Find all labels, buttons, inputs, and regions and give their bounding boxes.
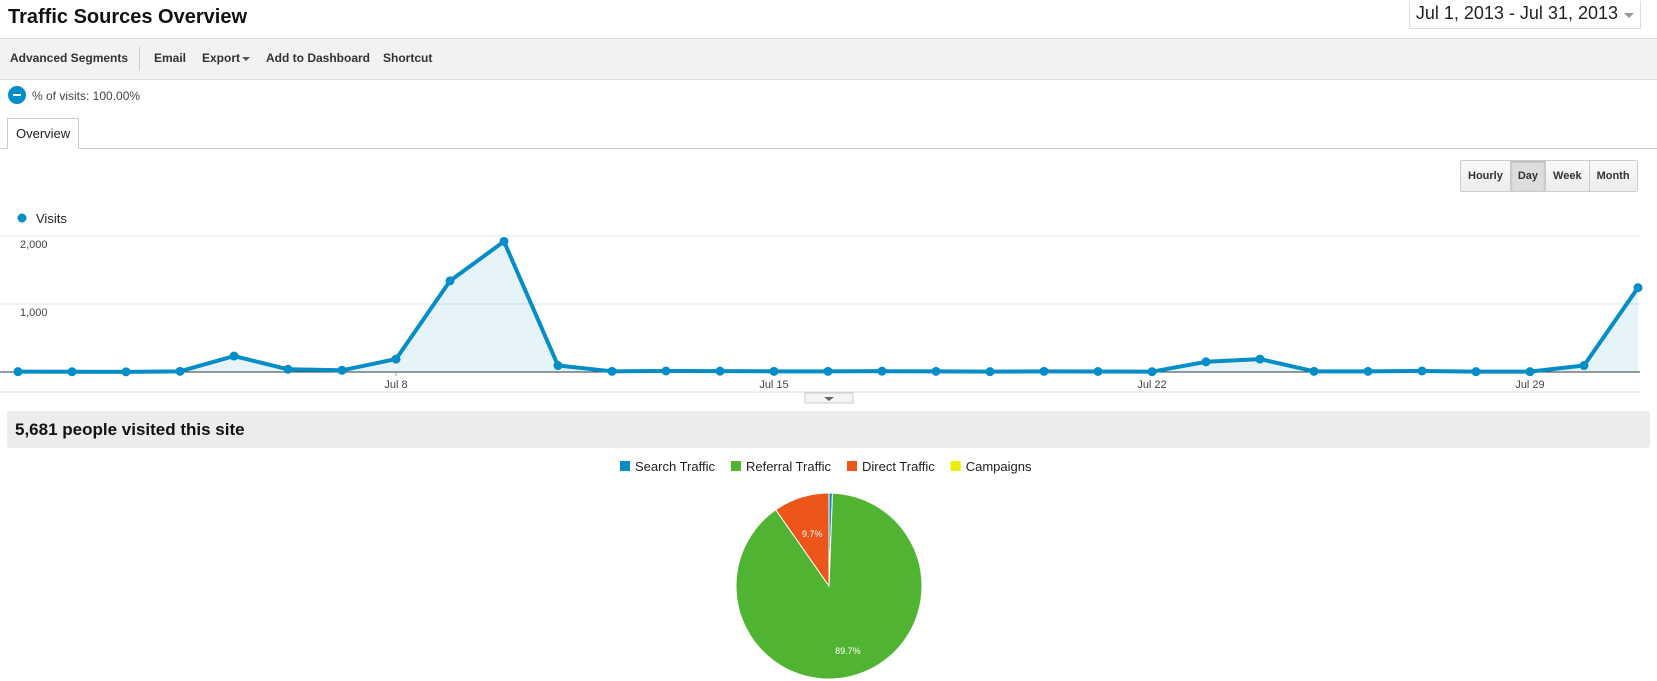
pie-chart: Search Traffic Referral Traffic Direct Tra… <box>620 459 1032 680</box>
point <box>1201 357 1211 367</box>
tab[interactable]: Overview <box>7 118 80 149</box>
point <box>229 351 239 361</box>
legend-label: Referral Traffic <box>746 459 832 474</box>
point <box>1633 283 1643 293</box>
toolbar: Advanced Segments Email Export Add to Da… <box>0 38 1657 80</box>
legend-marker <box>17 213 27 223</box>
line <box>17 239 1640 374</box>
expand-arrow <box>824 397 834 401</box>
slice-label: 89.7% <box>835 646 861 656</box>
toolbar-button[interactable]: Advanced Segments <box>10 51 129 65</box>
point <box>769 366 779 376</box>
legend-swatch <box>950 461 961 471</box>
slice-label: 9.7% <box>802 529 823 539</box>
summary-text: 5,681 people visited this site <box>15 420 245 439</box>
point <box>1093 366 1103 376</box>
toolbar-button[interactable]: Export <box>202 51 241 65</box>
tab-divider <box>0 148 1657 149</box>
x-tick-label: Jul 15 <box>759 379 788 391</box>
point <box>661 366 671 376</box>
toolbar-button[interactable]: Shortcut <box>383 51 433 65</box>
y-tick-label: 1,000 <box>20 307 48 319</box>
legend-swatch <box>620 461 630 471</box>
point <box>1039 366 1049 376</box>
page-title: Traffic Sources Overview <box>8 6 248 28</box>
point <box>1525 367 1535 377</box>
summary-bar: 5,681 people visited this site <box>7 411 1650 448</box>
point <box>391 354 401 364</box>
interval-button[interactable]: Week <box>1546 161 1590 191</box>
point <box>67 367 77 377</box>
point <box>877 366 887 376</box>
point <box>1255 354 1265 364</box>
point <box>1363 366 1373 376</box>
point <box>1309 366 1319 376</box>
area <box>18 241 1638 372</box>
interval-button[interactable]: Month <box>1589 161 1637 191</box>
point <box>607 366 617 376</box>
segment-label: % of visits: 100.00% <box>32 89 141 103</box>
point <box>985 367 995 377</box>
point <box>283 364 293 374</box>
point <box>175 366 185 376</box>
interval-button[interactable]: Day <box>1510 161 1547 191</box>
point <box>499 236 509 246</box>
legend-label: Direct Traffic <box>862 459 935 474</box>
dropdown-arrow <box>242 57 250 65</box>
point <box>1579 361 1589 371</box>
legend-label: Visits <box>36 211 67 226</box>
date-range[interactable]: Jul 1, 2013 - Jul 31, 2013 <box>1408 1 1641 29</box>
point <box>1147 367 1157 377</box>
point <box>553 361 563 371</box>
legend-swatch <box>846 461 857 471</box>
interval-button[interactable]: Hourly <box>1461 161 1511 191</box>
line-chart: 1,000 2,000 Jul 8 Jul 15 Jul 22 Jul 29 Visits <box>0 211 1643 404</box>
point <box>445 276 455 286</box>
interval-buttons: Hourly Day Week Month <box>1460 160 1638 192</box>
toolbar-button[interactable]: Email <box>154 51 187 65</box>
segment-icon[interactable] <box>8 86 26 104</box>
y-tick-label: 2,000 <box>20 239 48 251</box>
legend-swatch <box>730 461 741 471</box>
legend-label: Campaigns <box>966 459 1032 474</box>
point <box>823 366 833 376</box>
point <box>1471 367 1481 377</box>
point <box>337 365 347 375</box>
point <box>13 367 23 377</box>
point <box>715 366 725 376</box>
x-tick-label: Jul 22 <box>1137 379 1166 391</box>
point <box>931 366 941 376</box>
x-tick-label: Jul 8 <box>384 379 407 391</box>
separator <box>139 47 140 71</box>
legend-label: Search Traffic <box>635 459 715 474</box>
x-tick-label: Jul 29 <box>1515 379 1544 391</box>
point <box>1417 366 1427 376</box>
toolbar-button[interactable]: Add to Dashboard <box>266 51 370 65</box>
point <box>121 367 131 377</box>
